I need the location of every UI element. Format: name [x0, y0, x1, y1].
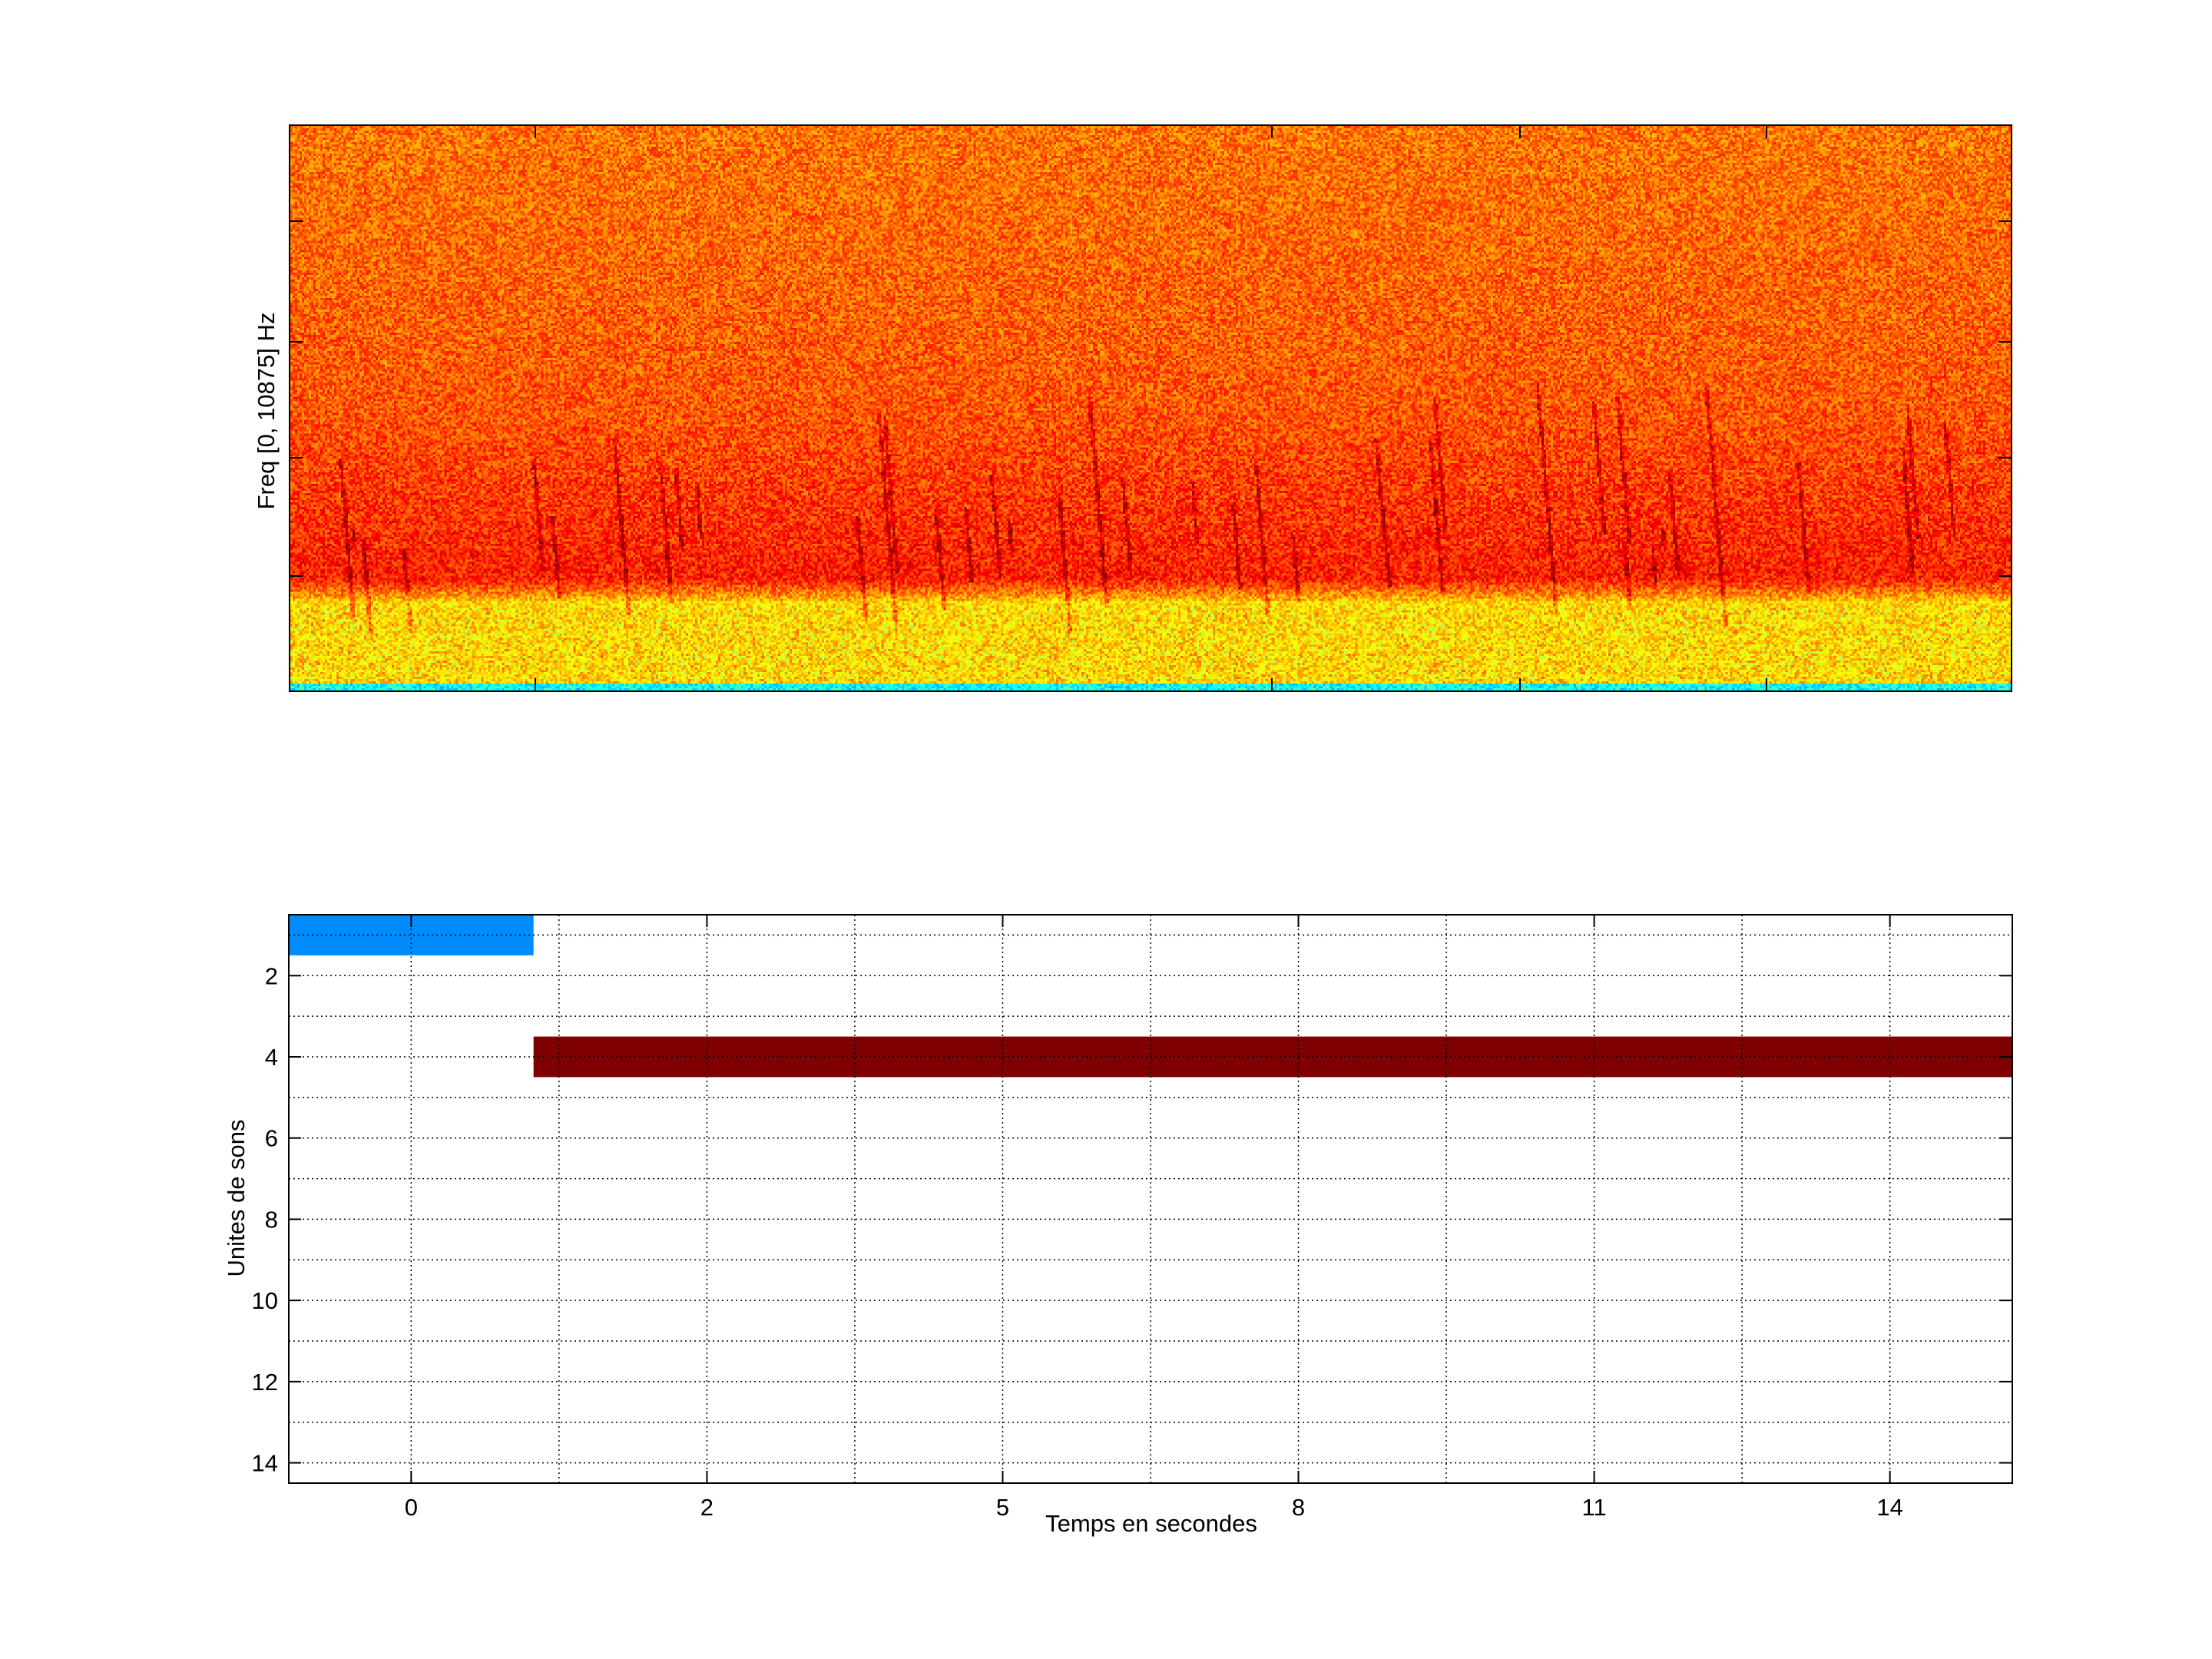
y-tick-label: 10 [252, 1287, 278, 1314]
x-tick-label: 11 [1582, 1494, 1607, 1521]
x-tick-label: 14 [1876, 1494, 1902, 1521]
x-tick-label: 2 [700, 1494, 714, 1521]
segments-y-axis-label: Unites de sons [223, 1119, 250, 1277]
y-tick-label: 4 [265, 1044, 278, 1071]
x-tick-label: 5 [996, 1494, 1009, 1521]
y-tick-label: 12 [252, 1369, 278, 1396]
y-tick-label: 8 [265, 1206, 278, 1233]
segments-axes-frame [289, 915, 2012, 1483]
x-tick-label: 0 [405, 1494, 418, 1521]
segments-x-axis-label: Temps en secondes [1045, 1510, 1257, 1538]
x-tick-label: 8 [1292, 1494, 1305, 1521]
y-tick-label: 14 [252, 1450, 278, 1477]
y-tick-label: 2 [265, 962, 278, 989]
y-tick-label: 6 [265, 1125, 278, 1152]
